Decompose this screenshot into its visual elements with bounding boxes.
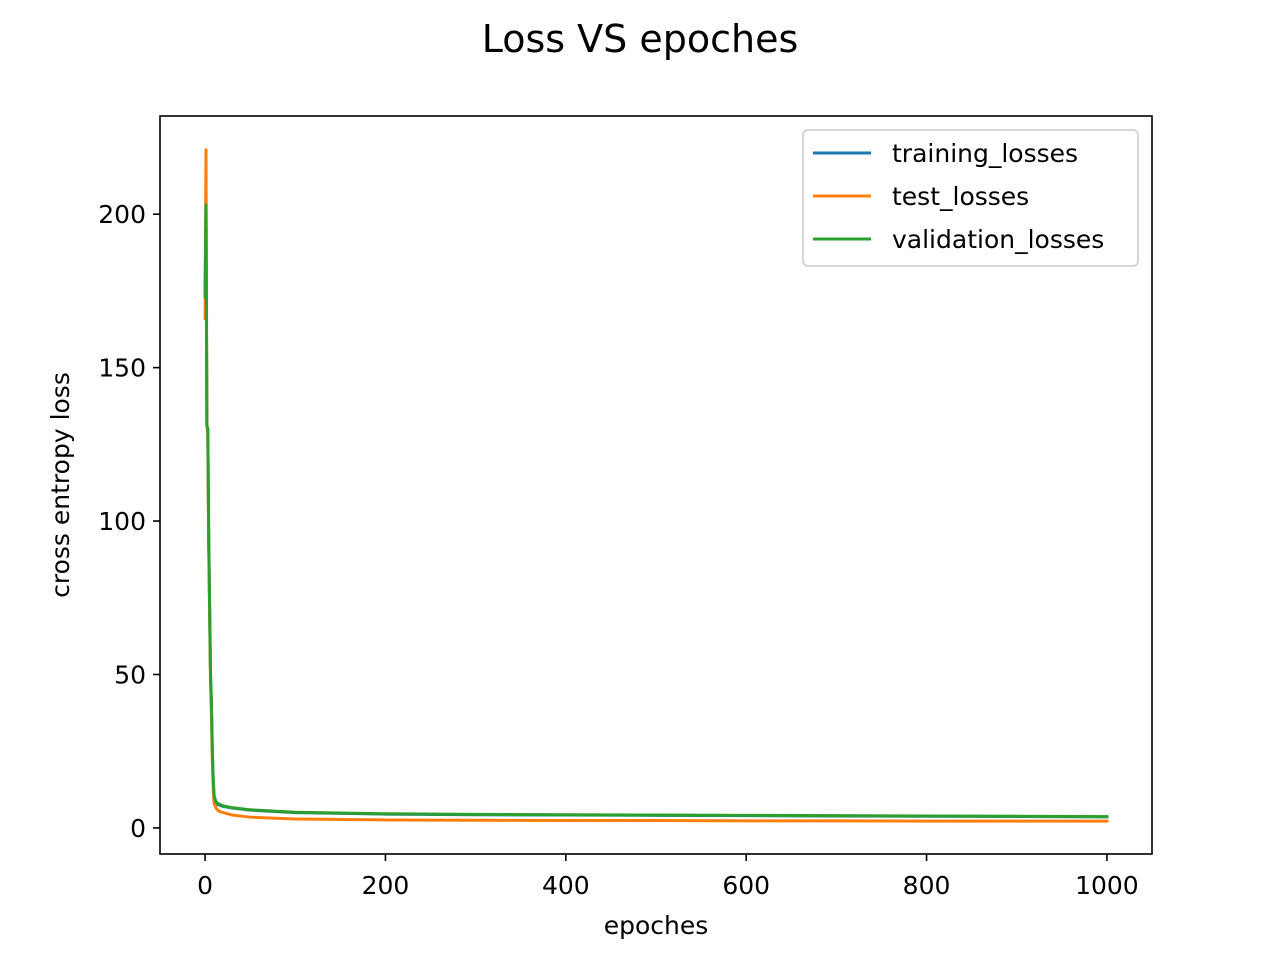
x-tick-label: 200 [362,871,410,900]
axes-frame [159,115,1153,855]
chart-title: Loss VS epoches [482,17,799,61]
y-tick-label: 150 [98,354,146,383]
x-tick-label: 1000 [1075,871,1139,900]
legend-label-test-losses: test_losses [892,182,1029,211]
series-line-training-losses [203,212,1109,819]
x-tick-label: 0 [197,871,213,900]
y-axis-ticks: 0 50 100 150 200 [98,200,160,843]
legend-label-training-losses: training_losses [892,139,1078,168]
series-line-validation-losses [203,203,1109,819]
y-tick-label: 0 [130,814,146,843]
legend-label-validation-losses: validation_losses [892,225,1104,254]
x-tick-label: 800 [903,871,951,900]
x-axis-label: epoches [604,911,709,940]
y-axis-label: cross entropy loss [46,372,75,598]
legend: training_losses test_losses validation_los… [802,129,1139,267]
x-tick-label: 600 [722,871,770,900]
plot-area [203,148,1109,823]
legend-box [802,129,1139,267]
x-axis-ticks: 0 200 400 600 800 1000 [197,854,1139,900]
x-tick-label: 400 [542,871,590,900]
y-tick-label: 100 [98,507,146,536]
y-tick-label: 200 [98,200,146,229]
y-tick-label: 50 [114,660,146,689]
